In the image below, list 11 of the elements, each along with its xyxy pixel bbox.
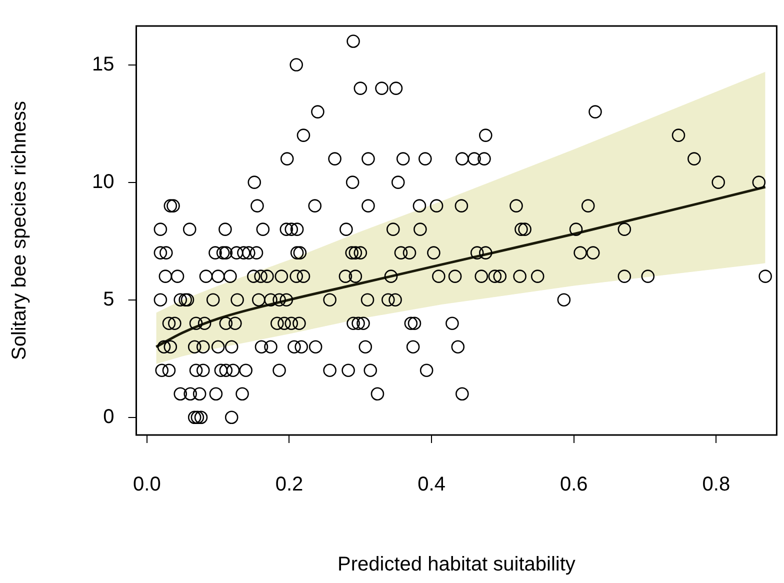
x-axis-title: Predicted habitat suitability — [338, 554, 576, 576]
x-tick-label: 0.4 — [418, 474, 446, 496]
x-tick-label: 0.6 — [560, 474, 588, 496]
y-tick-label: 5 — [103, 288, 114, 310]
x-tick-label: 0.0 — [133, 474, 161, 496]
x-tick-label: 0.8 — [702, 474, 730, 496]
y-axis-title: Solitary bee species richness — [8, 100, 31, 360]
y-tick-label: 15 — [92, 53, 114, 76]
x-tick-label: 0.2 — [275, 474, 304, 496]
y-tick-label: 0 — [103, 406, 114, 428]
y-tick-label: 10 — [92, 170, 114, 193]
